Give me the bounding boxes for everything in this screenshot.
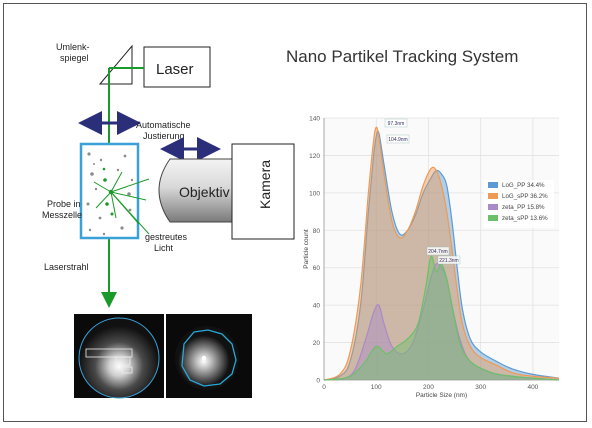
laser-box <box>143 46 211 88</box>
kamera-box <box>231 143 295 240</box>
tracking-box-2 <box>115 356 131 366</box>
justierung-label-2: Justierung <box>143 131 185 141</box>
scattered-light-rays <box>93 171 150 235</box>
slide-frame: Nano Partikel Tracking System Umlenk- sp… <box>3 3 587 422</box>
legend-swatch-0 <box>488 182 498 188</box>
y-tick-label: 120 <box>309 153 320 160</box>
y-tick-label: 40 <box>313 303 321 310</box>
laserstrahl-label: Laserstrahl <box>44 262 89 272</box>
probe-label-1: Probe in <box>47 199 81 209</box>
annotation-label: 104.9nm <box>388 137 407 143</box>
legend-swatch-1 <box>488 193 498 199</box>
umlenkspiegel-mirror <box>98 44 133 85</box>
kamera-label: Kamera <box>257 160 273 209</box>
y-tick-label: 140 <box>309 116 320 123</box>
x-tick-label: 0 <box>322 384 326 391</box>
series-line-3 <box>323 255 560 381</box>
annotation-label: 221.3nm <box>439 258 458 264</box>
particles <box>86 152 134 236</box>
justierung-label-1: Automatische <box>136 120 191 130</box>
annotation-label: 97.3nm <box>388 121 405 127</box>
series-area-3 <box>324 256 559 380</box>
annotation-box <box>437 255 461 265</box>
legend-entry-3: zeta_sPP 13.6% <box>502 215 548 222</box>
tracking-box-3 <box>121 366 133 374</box>
y-tick-label: 20 <box>313 340 321 347</box>
y-tick-label: 60 <box>313 265 321 272</box>
slide-canvas: Nano Partikel Tracking System Umlenk- sp… <box>42 42 560 399</box>
particle-contour <box>181 329 237 387</box>
series-line-1 <box>323 126 560 381</box>
annotation-box <box>426 246 450 256</box>
laser-label: Laser <box>156 61 194 78</box>
legend-entry-0: LoG_PP 34.4% <box>502 182 545 189</box>
annotation-box <box>386 134 410 144</box>
legend-swatch-2 <box>488 204 498 210</box>
annotation-box <box>384 118 408 128</box>
licht-label-1: gestreutes <box>145 232 188 242</box>
objektiv-lens <box>158 158 239 223</box>
particle-glow-left <box>79 318 159 398</box>
series-line-0 <box>323 130 560 381</box>
tracking-box-1 <box>85 348 133 358</box>
legend-entry-2: zeta_PP 15.8% <box>502 204 545 211</box>
objektiv-label: Objektiv <box>179 184 230 200</box>
x-tick-label: 100 <box>371 384 382 391</box>
x-tick-label: 200 <box>423 384 434 391</box>
slide-title: Nano Partikel Tracking System <box>286 47 518 66</box>
x-axis-label: Particle Size (nm) <box>416 392 467 399</box>
x-tick-label: 300 <box>475 384 486 391</box>
y-axis-label: Particle count <box>303 229 310 269</box>
probe-label-2: Messzelle <box>42 210 82 220</box>
legend-entry-1: LoG_sPP 36.2% <box>502 193 548 200</box>
x-tick-label: 400 <box>527 384 538 391</box>
legend-swatch-3 <box>488 215 498 221</box>
umlenkspiegel-label-2: spiegel <box>60 53 89 63</box>
umlenkspiegel-label-1: Umlenk- <box>56 42 90 52</box>
detection-circle-left <box>78 317 160 399</box>
y-tick-label: 100 <box>309 190 320 197</box>
y-tick-label: 0 <box>316 378 320 385</box>
particle-size-chart: 0 20 40 60 80 100 120 140 0 100 200 300 400 Particle … <box>303 116 560 399</box>
y-tick-label: 80 <box>313 228 321 235</box>
particle-center <box>201 355 207 361</box>
setup-diagram: Umlenk- spiegel Laser Automatische Justi… <box>42 42 295 399</box>
annotation-label: 204.7nm <box>428 249 447 255</box>
licht-label-2: Licht <box>154 243 174 253</box>
particle-glow-right <box>175 326 239 390</box>
